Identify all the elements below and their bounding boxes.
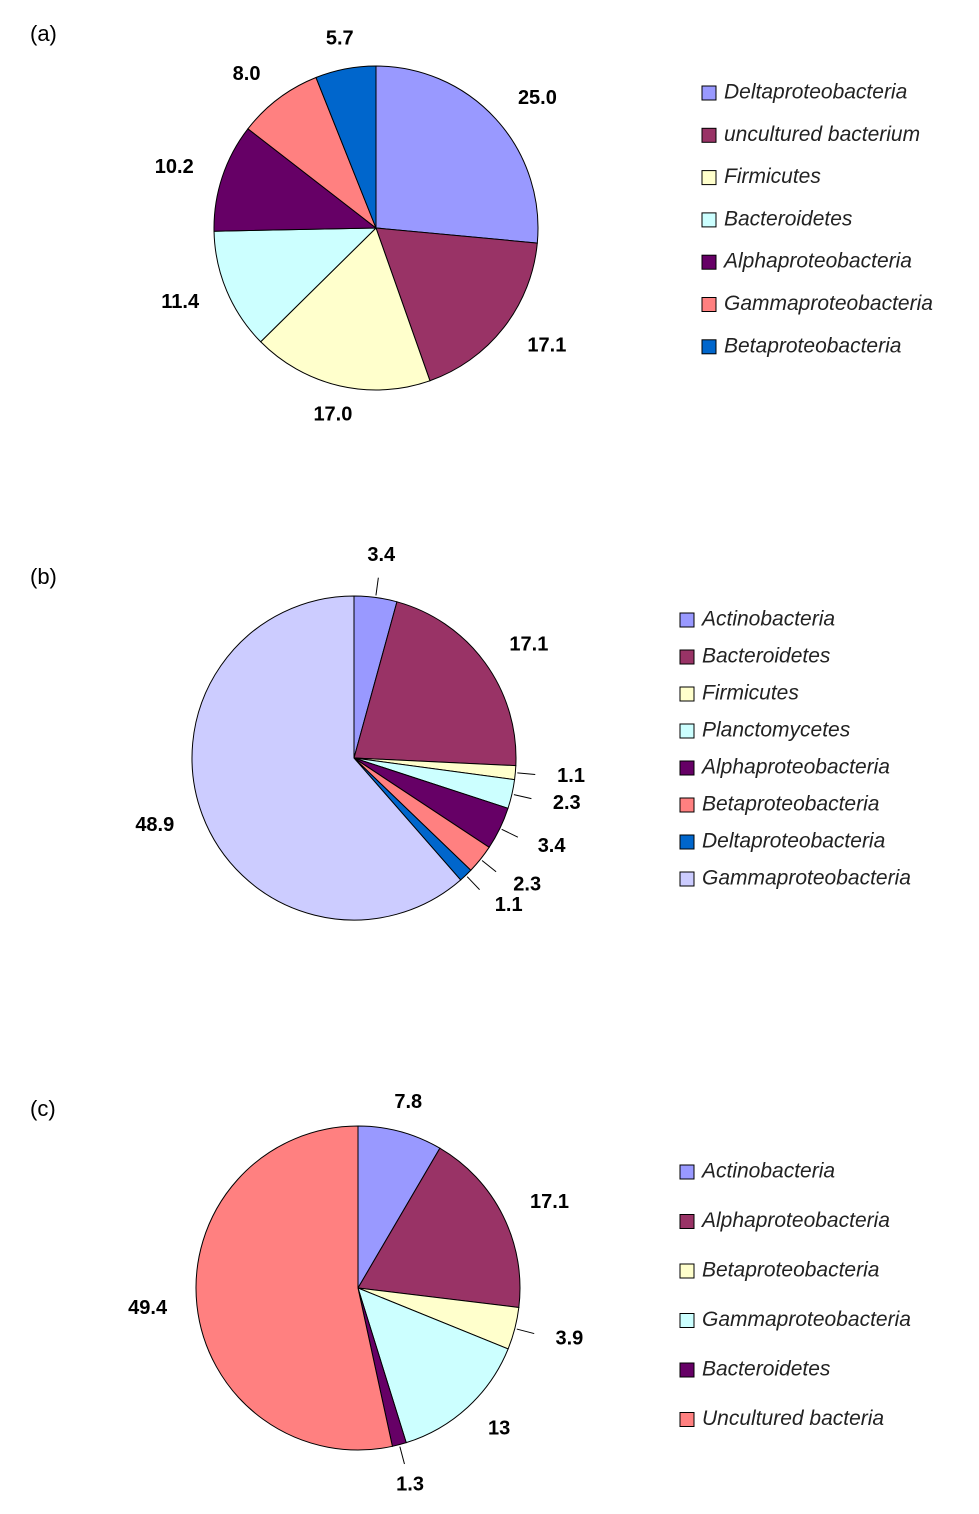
legend-label: Gammaproteobacteria [702,1308,911,1331]
legend-swatch [679,1214,695,1229]
data-label: 48.9 [135,814,174,836]
pie-slice [191,595,462,921]
legend-label: Gammaproteobacteria [702,867,911,890]
legend-swatch [679,834,695,850]
legend-label: Alphaproteobacteria [700,756,890,779]
data-label: 17.1 [509,634,548,656]
legend-swatch [679,612,695,628]
data-label: 1.3 [396,1474,424,1496]
legend-label: Bacteroidetes [702,645,831,668]
legend-label: Alphaproteobacteria [700,1209,890,1232]
data-label: 3.4 [538,835,567,857]
leader-line [513,794,532,800]
legend-swatch [701,254,717,270]
leader-line [399,1446,405,1465]
data-label: 17.0 [313,403,352,425]
legend-swatch [701,170,717,186]
pie-slice [213,128,378,232]
data-label: 13 [488,1418,510,1440]
legend-swatch [679,871,695,887]
pie-slice [357,1147,521,1309]
legend-swatch [679,797,695,813]
legend-label: Alphaproteobacteria [722,250,912,273]
leader-line [466,876,480,891]
leader-line [501,828,519,838]
leader-line [516,1328,535,1335]
data-label: 10.2 [155,156,194,178]
legend-label: Bacteroidetes [702,1358,831,1381]
pie-slice [357,1125,441,1290]
legend-label: Gammaproteobacteria [724,292,933,315]
legend-swatch [701,212,717,228]
legend-label: Planctomycetes [702,719,851,742]
legend-label: Actinobacteria [700,1160,835,1183]
panel-label: (c) [30,1096,56,1121]
legend-label: Betaproteobacteria [702,1259,879,1282]
leader-line [517,772,536,775]
leader-line [375,577,379,596]
data-label: 2.3 [513,874,541,896]
legend-swatch [679,649,695,665]
legend-swatch [679,723,695,739]
legend-swatch [701,127,717,143]
legend-label: Bacteroidetes [724,207,853,230]
legend-label: Deltaproteobacteria [702,830,885,853]
legend-label: uncultured bacterium [724,123,920,146]
data-label: 3.9 [556,1327,584,1349]
data-label: 17.1 [527,334,566,356]
legend-swatch [701,339,717,355]
data-label: 1.1 [495,894,523,916]
legend-label: Betaproteobacteria [724,334,901,357]
legend-label: Actinobacteria [700,608,835,631]
legend-label: Deltaproteobacteria [724,81,907,104]
legend-swatch [701,297,717,312]
data-label: 11.4 [161,291,200,313]
pie-slice [357,1287,509,1444]
data-label: 17.1 [530,1191,569,1213]
data-label: 49.4 [128,1297,168,1319]
legend-label: Firmicutes [724,165,821,188]
pie-slice [247,76,378,230]
pie-slice [195,1125,393,1451]
legend-swatch [679,1263,695,1279]
data-label: 25.0 [518,87,557,109]
pie-slice [259,227,431,391]
legend-swatch [701,85,717,101]
legend-label: Betaproteobacteria [702,793,879,816]
data-label: 2.3 [553,792,581,814]
legend-swatch [679,1412,695,1427]
legend-label: Uncultured bacteria [702,1407,884,1430]
pie-slice [315,65,377,229]
legend-swatch [679,760,695,776]
data-label: 5.7 [326,28,354,50]
legend-swatch [679,1313,695,1328]
legend-label: Firmicutes [702,682,799,705]
panel-label: (a) [30,21,57,46]
pie-slice [213,227,378,343]
data-label: 3.4 [367,544,396,566]
data-label: 8.0 [233,63,261,85]
pie-slice [353,601,517,767]
leader-line [481,860,497,873]
pie-slice [375,65,539,244]
legend-swatch [679,1362,695,1378]
legend-swatch [679,1164,695,1180]
pie-slice [375,227,538,382]
legend-swatch [679,686,695,702]
panel-label: (b) [30,564,57,589]
data-label: 1.1 [557,765,585,787]
data-label: 7.8 [394,1091,422,1113]
